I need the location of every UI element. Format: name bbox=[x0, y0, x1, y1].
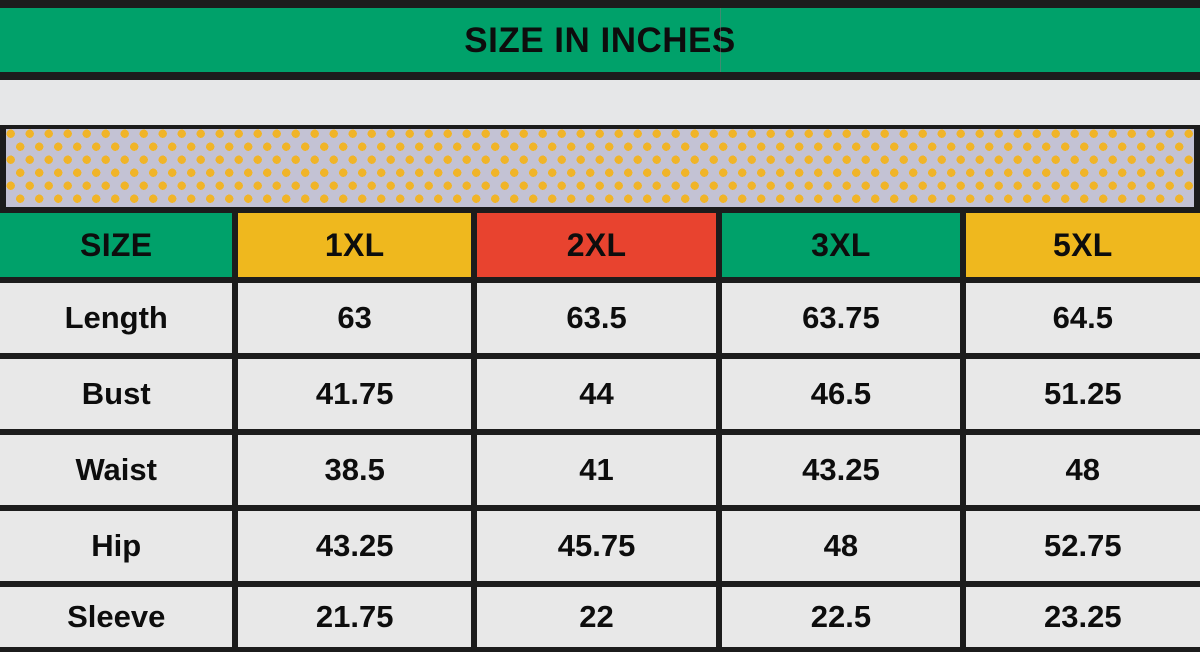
column-gutter bbox=[470, 213, 477, 277]
row-label-bust: Bust bbox=[0, 359, 233, 429]
cell-sleeve-1xl: 21.75 bbox=[238, 587, 471, 647]
column-header-1xl: 1XL bbox=[238, 213, 471, 277]
cell-sleeve-5xl: 23.25 bbox=[965, 587, 1200, 647]
column-gutter bbox=[232, 435, 239, 505]
column-gutter bbox=[470, 435, 477, 505]
column-gutter bbox=[716, 587, 723, 647]
cell-bust-1xl: 41.75 bbox=[238, 359, 471, 429]
cell-length-2xl: 63.5 bbox=[476, 283, 717, 353]
column-gutter bbox=[959, 359, 966, 429]
cell-bust-2xl: 44 bbox=[476, 359, 717, 429]
separator-strip bbox=[0, 80, 1200, 125]
page-title: SIZE IN INCHES bbox=[464, 20, 736, 60]
column-gutter bbox=[959, 213, 966, 277]
table-row: Bust 41.75 44 46.5 51.25 bbox=[0, 359, 1200, 429]
row-label-hip: Hip bbox=[0, 511, 233, 581]
column-header-size: SIZE bbox=[0, 213, 233, 277]
cell-sleeve-3xl: 22.5 bbox=[722, 587, 960, 647]
column-header-2xl: 2XL bbox=[476, 213, 717, 277]
column-gutter bbox=[959, 511, 966, 581]
column-gutter bbox=[716, 511, 723, 581]
table-row: Length 63 63.5 63.75 64.5 bbox=[0, 283, 1200, 353]
column-gutter bbox=[959, 587, 966, 647]
table-row: Hip 43.25 45.75 48 52.75 bbox=[0, 511, 1200, 581]
column-gutter bbox=[716, 283, 723, 353]
cell-waist-5xl: 48 bbox=[965, 435, 1200, 505]
column-header-3xl: 3XL bbox=[722, 213, 960, 277]
column-gutter bbox=[716, 213, 723, 277]
column-gutter bbox=[716, 435, 723, 505]
column-gutter bbox=[470, 283, 477, 353]
polka-dot-band bbox=[6, 129, 1194, 207]
table-header-row: SIZE 1XL 2XL 3XL 5XL bbox=[0, 213, 1200, 277]
size-table: SIZE 1XL 2XL 3XL 5XL Length 63 63.5 63.7… bbox=[0, 213, 1200, 647]
column-header-5xl: 5XL bbox=[965, 213, 1200, 277]
column-gutter bbox=[232, 511, 239, 581]
cell-sleeve-2xl: 22 bbox=[476, 587, 717, 647]
cell-hip-2xl: 45.75 bbox=[476, 511, 717, 581]
cell-waist-1xl: 38.5 bbox=[238, 435, 471, 505]
banner-seam bbox=[720, 8, 721, 72]
column-gutter bbox=[232, 283, 239, 353]
size-chart-banner: SIZE IN INCHES bbox=[0, 8, 1200, 72]
column-gutter bbox=[959, 435, 966, 505]
cell-hip-3xl: 48 bbox=[722, 511, 960, 581]
cell-hip-1xl: 43.25 bbox=[238, 511, 471, 581]
column-gutter bbox=[470, 511, 477, 581]
column-gutter bbox=[470, 587, 477, 647]
cell-hip-5xl: 52.75 bbox=[965, 511, 1200, 581]
column-gutter bbox=[232, 587, 239, 647]
row-label-length: Length bbox=[0, 283, 233, 353]
column-gutter bbox=[959, 283, 966, 353]
cell-bust-5xl: 51.25 bbox=[965, 359, 1200, 429]
table-row: Sleeve 21.75 22 22.5 23.25 bbox=[0, 587, 1200, 647]
cell-length-5xl: 64.5 bbox=[965, 283, 1200, 353]
cell-waist-3xl: 43.25 bbox=[722, 435, 960, 505]
table-row: Waist 38.5 41 43.25 48 bbox=[0, 435, 1200, 505]
cell-waist-2xl: 41 bbox=[476, 435, 717, 505]
row-label-waist: Waist bbox=[0, 435, 233, 505]
row-label-sleeve: Sleeve bbox=[0, 587, 233, 647]
column-gutter bbox=[470, 359, 477, 429]
cell-length-3xl: 63.75 bbox=[722, 283, 960, 353]
column-gutter bbox=[716, 359, 723, 429]
column-gutter bbox=[232, 213, 239, 277]
cell-bust-3xl: 46.5 bbox=[722, 359, 960, 429]
column-gutter bbox=[232, 359, 239, 429]
cell-length-1xl: 63 bbox=[238, 283, 471, 353]
